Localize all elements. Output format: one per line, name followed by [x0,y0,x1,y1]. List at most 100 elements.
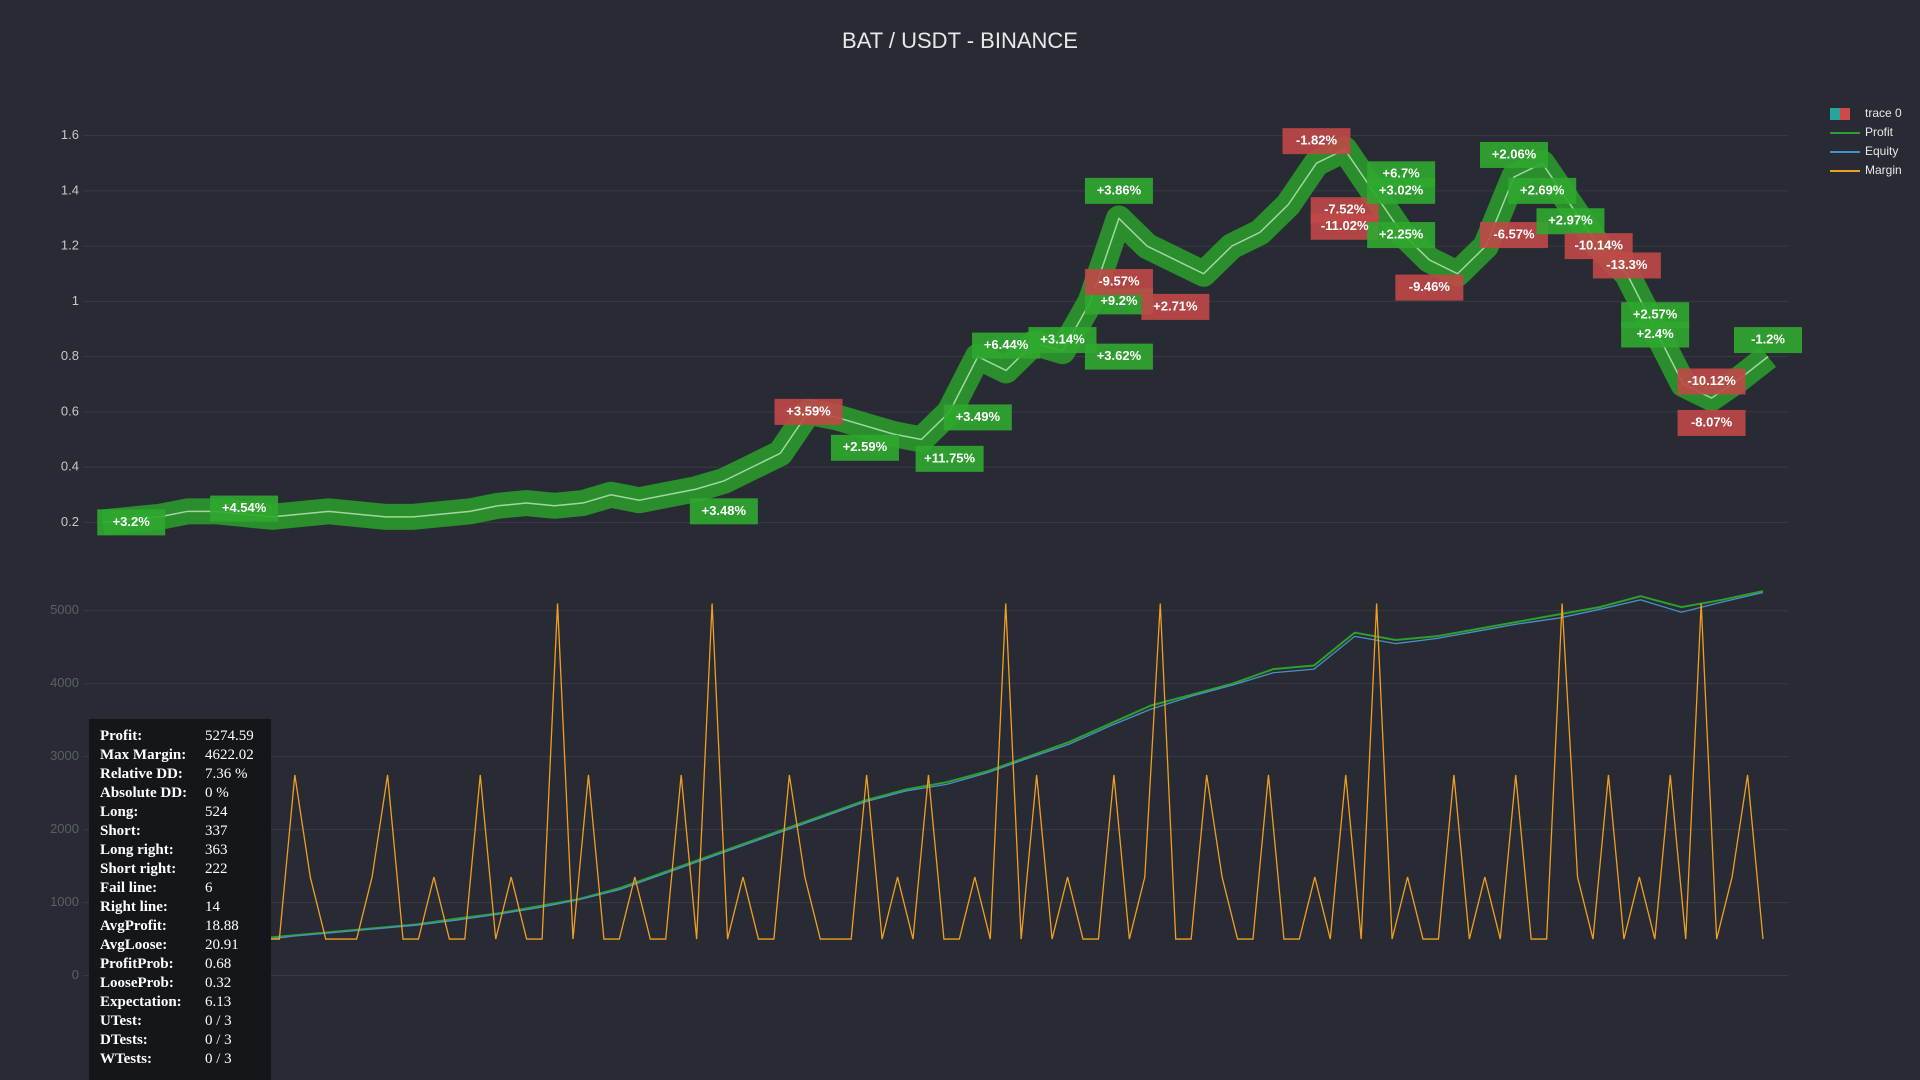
stat-key: UTest: [100,1013,142,1029]
stat-key: LooseProb: [100,975,174,991]
trade-label: +2.71% [1153,298,1198,313]
trade-box [774,398,843,425]
stat-value: 7.36 % [205,766,248,782]
trade-label: +2.06% [1492,146,1537,161]
y-tick-label: 3000 [50,748,79,763]
trade-box [1084,269,1153,296]
stat-value: 0.32 [205,975,232,991]
trade-label: -1.2% [1751,331,1785,346]
trade-box [210,495,279,522]
trade-label: -10.12% [1687,373,1736,388]
y-tick-label: 5000 [50,602,79,617]
trade-box [943,404,1012,431]
stat-value: 0 / 3 [205,1032,232,1048]
stats-row: WTests: 0 / 3 [100,1050,254,1069]
trade-label: -8.07% [1691,414,1733,429]
stat-key: Max Margin: [100,747,187,763]
trade-box [1367,177,1436,204]
stat-key: Fail line: [100,880,158,896]
stat-key: Long right: [100,842,174,858]
trade-box [1480,141,1549,168]
stat-value: 14 [205,899,220,915]
series-line [170,591,1764,949]
stat-key: AvgLoose: [100,937,168,953]
stat-key: Expectation: [100,994,182,1010]
trade-box [1508,177,1577,204]
stats-row: Expectation: 6.13 [100,993,254,1012]
trade-box [1084,343,1153,370]
y-tick-label: 1000 [50,894,79,909]
trade-label: +3.59% [786,403,831,418]
stat-key: Short right: [100,861,177,877]
stats-row: Max Margin: 4622.02 [100,746,254,765]
stats-row: AvgProfit: 18.88 [100,917,254,936]
trade-box [915,445,984,472]
stats-row: UTest: 0 / 3 [100,1012,254,1031]
stat-key: Long: [100,804,139,820]
trade-box [1367,222,1436,249]
trade-box [1592,252,1661,279]
stat-key: ProfitProb: [100,956,174,972]
stats-row: Relative DD: 7.36 % [100,765,254,784]
trade-label: +2.25% [1379,227,1424,242]
trade-label: +3.49% [956,409,1001,424]
stat-value: 20.91 [205,937,239,953]
stat-key: Profit: [100,728,143,744]
trade-box [1084,177,1153,204]
legend-label: Margin [1865,163,1902,177]
trade-box [1677,368,1746,395]
stat-key: DTests: [100,1032,148,1048]
trade-label: -6.57% [1493,227,1535,242]
trade-box [1536,208,1605,235]
trade-label: +3.62% [1097,348,1142,363]
trade-label: -13.3% [1606,257,1648,272]
stats-row: Right line: 14 [100,898,254,917]
stats-row: AvgLoose: 20.91 [100,936,254,955]
trade-label: +9.2% [1100,293,1138,308]
y-tick-label: 1.6 [61,127,79,142]
stat-key: WTests: [100,1051,152,1067]
stat-value: 0 / 3 [205,1013,232,1029]
stats-row: ProfitProb: 0.68 [100,955,254,974]
trade-label: -7.52% [1324,202,1366,217]
stats-row: DTests: 0 / 3 [100,1031,254,1050]
trade-label: +2.97% [1548,213,1593,228]
stat-value: 18.88 [205,918,239,934]
stat-key: Short: [100,823,141,839]
trade-label: +2.69% [1520,182,1565,197]
trade-box [1141,293,1210,320]
trade-box [830,434,899,461]
stat-value: 4622.02 [205,747,254,763]
stat-value: 0 % [205,785,229,801]
stats-row: Profit: 5274.59 [100,727,254,746]
stat-key: Absolute DD: [100,785,188,801]
trade-label: +3.48% [702,503,747,518]
legend-label: Profit [1865,125,1894,139]
legend-icon [1840,108,1850,120]
stats-row: Short: 337 [100,822,254,841]
trade-label: +3.14% [1040,331,1085,346]
stat-key: Right line: [100,899,168,915]
y-tick-label: 4000 [50,675,79,690]
trade-box [97,509,166,536]
trade-label: -1.82% [1296,133,1338,148]
trade-label: +6.44% [984,337,1029,352]
trade-label: +11.75% [924,450,975,465]
trade-label: -10.14% [1574,238,1623,253]
trade-box [1677,409,1746,436]
stats-row: Short right: 222 [100,860,254,879]
legend-label: Equity [1865,144,1898,158]
stat-value: 6.13 [205,994,232,1010]
stat-value: 222 [205,861,228,877]
trade-label: +2.59% [843,439,888,454]
stat-value: 337 [205,823,228,839]
chart-title: BAT / USDT - BINANCE [842,28,1078,53]
legend-label: trace 0 [1865,106,1902,120]
trade-label: +2.57% [1633,307,1678,322]
stats-row: LooseProb: 0.32 [100,974,254,993]
y-tick-label: 0.8 [61,348,79,363]
trade-box [1734,327,1802,354]
y-tick-label: 0.2 [61,514,79,529]
trade-label: -9.46% [1409,279,1451,294]
